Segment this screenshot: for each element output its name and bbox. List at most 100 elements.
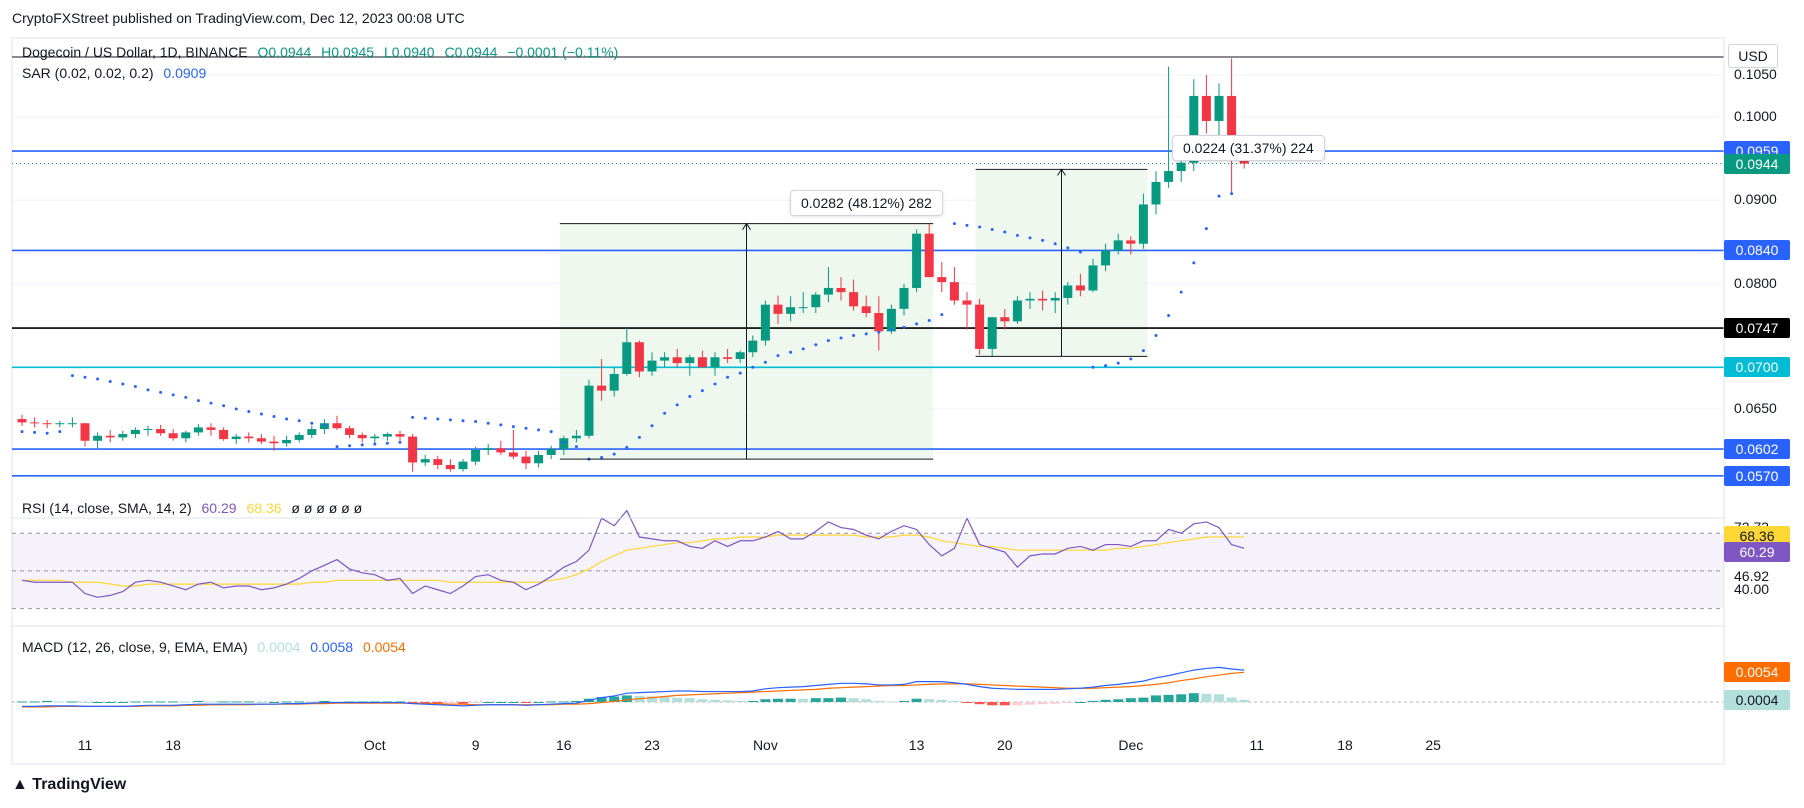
price-tick: 0.1050: [1734, 66, 1777, 83]
sar-dot: [58, 430, 62, 434]
macd-histogram-bar: [1062, 702, 1073, 703]
time-tick: 18: [165, 737, 181, 753]
candle-body: [1164, 171, 1174, 182]
candle-body: [143, 429, 153, 431]
macd-legend: MACD (12, 26, close, 9, EMA, EMA) 0.0004…: [22, 639, 412, 655]
macd-histogram-bar: [987, 702, 998, 706]
measure-label-1[interactable]: 0.0282 (48.12%) 282: [790, 190, 943, 216]
sar-dot: [1141, 349, 1145, 353]
sar-dot: [1204, 227, 1208, 231]
sar-dot: [978, 225, 982, 229]
sar-dot: [1154, 334, 1158, 338]
sar-value: 0.0909: [163, 65, 207, 81]
candle-body: [130, 429, 140, 435]
macd-histogram-bar: [243, 701, 254, 703]
rsi-tick: 40.00: [1734, 580, 1770, 597]
sar-dot: [1091, 365, 1095, 369]
macd-histogram-bar: [1138, 697, 1149, 702]
sar-dot: [1015, 233, 1019, 237]
macd-histogram-bar: [458, 702, 468, 704]
sar-dot: [335, 445, 339, 449]
sar-dot: [398, 440, 402, 444]
candle-body: [1113, 240, 1123, 251]
macd-histogram-bar: [823, 698, 834, 702]
candle-body: [357, 434, 367, 439]
candle-body: [1063, 285, 1073, 298]
tradingview-brand[interactable]: ▲ TradingView: [12, 776, 126, 794]
currency-button[interactable]: USD: [1728, 44, 1778, 68]
candle-body: [849, 292, 859, 307]
sar-dot: [549, 430, 553, 434]
macd-histogram-bar: [924, 699, 935, 702]
rsi-na-values: ø ø ø ø ø ø: [291, 500, 363, 516]
candle-body: [1214, 95, 1224, 121]
macd-signal-value: 0.0054: [362, 639, 406, 655]
candle-body: [193, 427, 203, 433]
macd-histogram-bar: [672, 697, 683, 702]
sar-dot: [612, 452, 616, 456]
macd-histogram-bar: [684, 698, 695, 702]
sar-dot: [474, 420, 478, 424]
price-level-label: 0.0700: [1724, 357, 1790, 378]
candle-body: [471, 449, 481, 462]
candle-body: [269, 441, 279, 444]
sar-dot: [33, 430, 37, 434]
candle-body: [80, 423, 90, 441]
candle-body: [534, 454, 544, 464]
tradingview-logo-icon: ▲: [12, 776, 28, 793]
time-tick: Oct: [363, 737, 386, 753]
symbol-name[interactable]: Dogecoin / US Dollar, 1D, BINANCE: [22, 44, 248, 60]
rsi-label[interactable]: RSI (14, close, SMA, 14, 2): [22, 500, 192, 516]
ohlc-open: O0.0944: [257, 44, 312, 60]
candle-body: [93, 435, 103, 441]
sar-label[interactable]: SAR (0.02, 0.02, 0.2): [22, 65, 154, 81]
candle-body: [1038, 298, 1048, 301]
candle-body: [975, 304, 985, 349]
sar-dot: [96, 377, 100, 381]
macd-histogram-bar: [130, 701, 141, 703]
sar-dot: [877, 330, 881, 334]
candle-body: [30, 422, 40, 424]
candle-body: [987, 317, 997, 349]
sar-dot: [940, 313, 944, 317]
sar-dot: [1192, 261, 1196, 265]
sar-dot: [814, 343, 818, 347]
ohlc-change: −0.0001 (−0.11%): [507, 44, 619, 60]
macd-histogram-bar: [1163, 694, 1174, 702]
candle-body: [609, 373, 619, 391]
sar-dot: [574, 445, 578, 449]
sar-dot: [965, 223, 969, 227]
candle-body: [420, 459, 430, 463]
sar-dot: [45, 431, 49, 435]
macd-histogram-bar: [1125, 698, 1136, 702]
candle-body: [206, 427, 216, 430]
macd-histogram-bar: [521, 702, 531, 703]
candle-body: [231, 436, 241, 440]
candle-body: [156, 429, 166, 434]
sar-dot: [159, 390, 163, 394]
macd-histogram-bar: [1075, 702, 1086, 703]
candle-body: [685, 357, 695, 364]
macd-histogram-bar: [873, 700, 884, 702]
sar-dot: [1104, 364, 1108, 368]
sar-dot: [184, 395, 188, 399]
macd-histogram-bar: [1100, 699, 1111, 702]
sar-dot: [385, 441, 389, 445]
measure-label-2[interactable]: 0.0224 (31.37%) 224: [1172, 135, 1325, 161]
macd-label[interactable]: MACD (12, 26, close, 9, EMA, EMA): [22, 639, 248, 655]
sar-dot: [763, 360, 767, 364]
candle-body: [1151, 181, 1161, 205]
macd-histogram-bar: [647, 696, 657, 702]
time-tick: Dec: [1118, 737, 1144, 753]
candle-body: [67, 423, 77, 425]
measure-arrow-head: [1057, 168, 1066, 176]
candle-body: [1000, 317, 1010, 322]
sar-dot: [700, 389, 704, 393]
macd-histogram-bar: [180, 701, 191, 703]
macd-histogram-bar: [1176, 694, 1187, 702]
sar-dot: [1116, 361, 1120, 365]
candle-body: [773, 304, 783, 314]
sar-dots: [20, 192, 1234, 461]
brand-name: TradingView: [32, 776, 127, 793]
